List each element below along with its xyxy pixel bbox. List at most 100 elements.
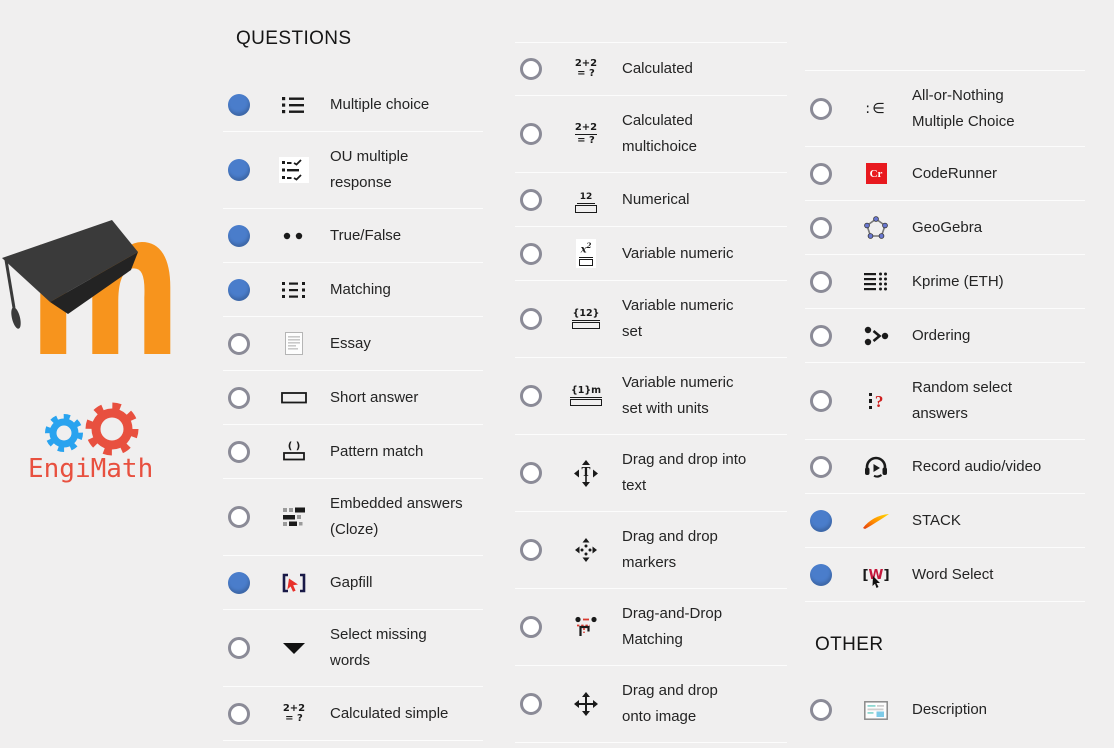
question-type-label: Embedded answers (Cloze) xyxy=(330,495,463,538)
question-type-row-cloze[interactable]: Embedded answers (Cloze) xyxy=(223,479,483,556)
radio-button-multiple-choice[interactable] xyxy=(228,93,250,116)
question-type-row-variable-numeric-set-units[interactable]: {1}m Variable numeric set with units xyxy=(515,358,787,435)
radio-button-variable-numeric[interactable] xyxy=(520,242,542,265)
question-type-row-kprime[interactable]: Kprime (ETH) xyxy=(805,255,1085,309)
other-section-header: OTHER xyxy=(815,634,884,655)
radio-button-all-or-nothing[interactable] xyxy=(810,97,832,120)
radio-button-gapfill[interactable] xyxy=(228,571,250,594)
question-type-row-variable-numeric-set[interactable]: {12} Variable numeric set xyxy=(515,281,787,358)
question-type-label: Variable numeric xyxy=(622,244,734,262)
radio-button-kprime[interactable] xyxy=(810,270,832,293)
radio-button-select-missing-words[interactable] xyxy=(228,637,250,659)
calculated-multichoice-icon: 2+2 = ? xyxy=(574,121,598,146)
radio-button-description[interactable] xyxy=(810,699,832,721)
radio-button-geogebra[interactable] xyxy=(810,216,832,239)
word-select-icon: [W] xyxy=(856,568,896,588)
question-type-row-numerical[interactable]: 12 Numerical xyxy=(515,173,787,227)
radio-button-drag-drop-image[interactable] xyxy=(520,693,542,715)
engimath-logo: EngiMath xyxy=(28,393,188,490)
kprime-icon xyxy=(856,271,896,293)
radio-button-variable-numeric-set-units[interactable] xyxy=(520,385,542,407)
radio-button-variable-numeric-set[interactable] xyxy=(520,308,542,330)
question-type-label: Numerical xyxy=(622,190,690,208)
graduation-cap-icon xyxy=(2,220,138,329)
radio-button-short-answer[interactable] xyxy=(228,386,250,409)
radio-button-stack[interactable] xyxy=(810,509,832,532)
radio-button-cloze[interactable] xyxy=(228,506,250,528)
questions-section-header: QUESTIONS xyxy=(236,28,352,49)
select-missing-words-icon xyxy=(274,640,314,656)
question-type-row-variable-numeric[interactable]: x2 Variable numeric xyxy=(515,227,787,281)
question-type-row-calculated-simple[interactable]: 2+2 = ? Calculated simple xyxy=(223,687,483,741)
question-type-label: GeoGebra xyxy=(912,218,983,236)
question-type-label: True/False xyxy=(330,226,402,244)
question-type-label: Word Select xyxy=(912,565,994,583)
question-type-row-multiple-choice[interactable]: Multiple choice xyxy=(223,78,483,132)
question-type-row-description[interactable]: Description xyxy=(805,683,1085,737)
ordering-icon xyxy=(856,325,896,347)
geogebra-icon xyxy=(856,215,896,240)
question-type-label: All-or-Nothing Multiple Choice xyxy=(912,86,1015,130)
question-type-row-essay[interactable]: Essay xyxy=(223,317,483,371)
question-type-row-short-answer[interactable]: Short answer xyxy=(223,371,483,425)
question-type-row-drag-drop-matching[interactable]: Drag-and-Drop Matching xyxy=(515,589,787,666)
question-type-row-record-av[interactable]: Record audio/video xyxy=(805,440,1085,494)
engimath-blue-gear-icon xyxy=(45,414,83,452)
radio-button-word-select[interactable] xyxy=(810,563,832,586)
stack-icon xyxy=(856,512,896,530)
question-type-row-drag-drop-image[interactable]: Drag and drop onto image xyxy=(515,666,787,743)
drag-drop-matching-icon xyxy=(566,616,606,638)
radio-button-calculated-multichoice[interactable] xyxy=(520,123,542,145)
radio-button-coderunner[interactable] xyxy=(810,162,832,185)
ou-multiple-response-icon xyxy=(274,157,314,183)
essay-icon xyxy=(274,332,314,355)
question-type-label: CodeRunner xyxy=(912,164,998,182)
record-av-icon xyxy=(856,455,896,479)
question-type-row-calculated[interactable]: 2+2 = ? Calculated xyxy=(515,42,787,96)
question-type-label: Variable numeric set xyxy=(622,297,734,340)
question-type-row-matching[interactable]: Matching xyxy=(223,263,483,317)
radio-button-calculated-simple[interactable] xyxy=(228,702,250,725)
calculated-simple-icon: 2+2 = ? xyxy=(282,702,306,724)
matching-icon xyxy=(274,279,314,301)
question-type-label: Kprime (ETH) xyxy=(912,272,1004,290)
question-type-label: Select missing words xyxy=(330,626,427,669)
radio-button-essay[interactable] xyxy=(228,332,250,355)
question-type-row-true-false[interactable]: True/False xyxy=(223,209,483,263)
question-type-row-coderunner[interactable]: Cr CodeRunner xyxy=(805,147,1085,201)
question-type-row-random-select[interactable]: ? Random select answers xyxy=(805,363,1085,440)
radio-button-ou-multiple-response[interactable] xyxy=(228,159,250,181)
radio-button-drag-drop-text[interactable] xyxy=(520,462,542,484)
question-type-row-all-or-nothing[interactable]: :∈ All-or-Nothing Multiple Choice xyxy=(805,70,1085,147)
moodle-logo: m xyxy=(0,169,200,402)
radio-button-matching[interactable] xyxy=(228,278,250,301)
question-type-row-calculated-multichoice[interactable]: 2+2 = ? Calculated multichoice xyxy=(515,96,787,173)
question-type-row-gapfill[interactable]: Gapfill xyxy=(223,556,483,610)
engimath-wordmark: EngiMath xyxy=(28,454,153,484)
coderunner-icon: Cr xyxy=(856,163,896,184)
question-type-row-word-select[interactable]: [W] Word Select xyxy=(805,548,1085,602)
question-column-2: 2+2 = ? Calculated 2+2 = ? Calculated multich… xyxy=(515,42,787,743)
question-type-row-stack[interactable]: STACK xyxy=(805,494,1085,548)
question-type-row-drag-drop-markers[interactable]: Drag and drop markers xyxy=(515,512,787,589)
radio-button-drag-drop-matching[interactable] xyxy=(520,616,542,638)
question-type-row-drag-drop-text[interactable]: T Drag and drop into text xyxy=(515,435,787,512)
radio-button-true-false[interactable] xyxy=(228,224,250,247)
radio-button-ordering[interactable] xyxy=(810,324,832,347)
true-false-icon xyxy=(274,231,314,241)
question-type-row-ou-multiple-response[interactable]: OU multiple response xyxy=(223,132,483,209)
radio-button-pattern-match[interactable] xyxy=(228,440,250,463)
radio-button-numerical[interactable] xyxy=(520,188,542,211)
all-or-nothing-icon: :∈ xyxy=(865,100,887,117)
question-type-label: Variable numeric set with units xyxy=(622,374,734,417)
question-type-row-geogebra[interactable]: GeoGebra xyxy=(805,201,1085,255)
radio-button-calculated[interactable] xyxy=(520,58,542,80)
radio-button-random-select[interactable] xyxy=(810,390,832,412)
radio-button-record-av[interactable] xyxy=(810,455,832,478)
radio-button-drag-drop-markers[interactable] xyxy=(520,539,542,561)
question-type-label: Ordering xyxy=(912,326,971,344)
question-type-row-ordering[interactable]: Ordering xyxy=(805,309,1085,363)
question-type-label: Pattern match xyxy=(330,442,424,460)
question-type-row-select-missing-words[interactable]: Select missing words xyxy=(223,610,483,687)
question-type-row-pattern-match[interactable]: ( ) Pattern match xyxy=(223,425,483,479)
